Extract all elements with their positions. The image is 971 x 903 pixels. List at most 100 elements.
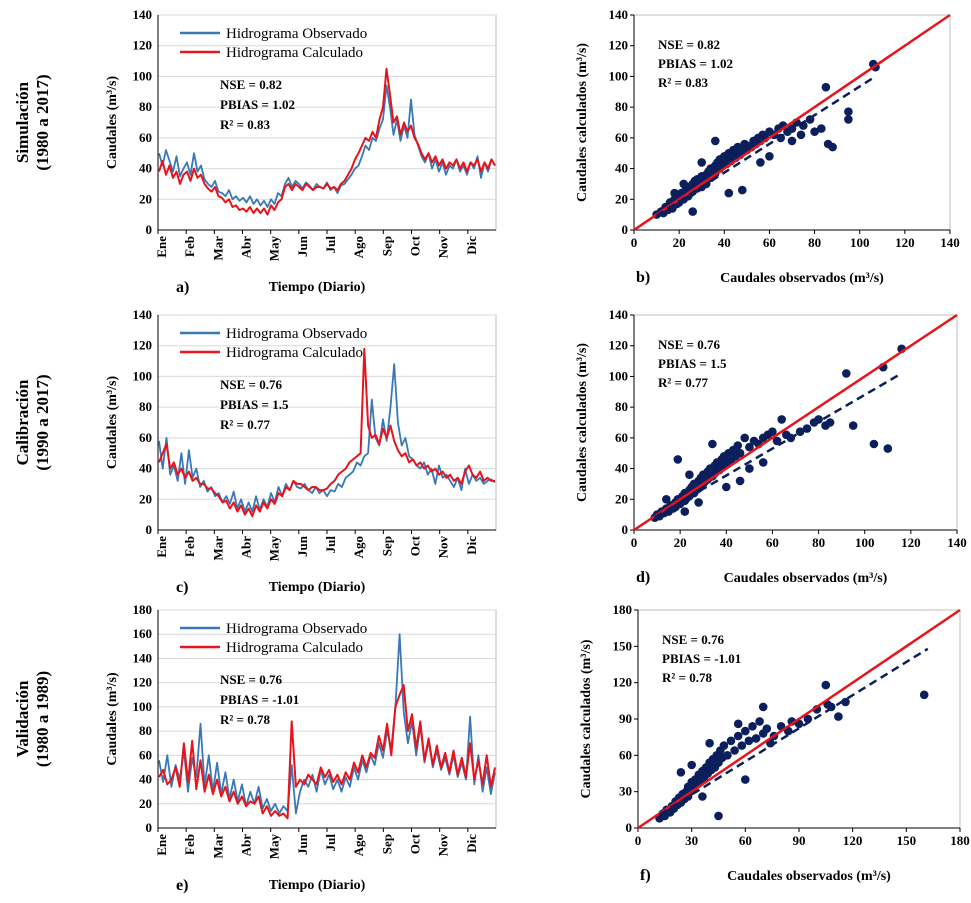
data-point — [756, 158, 765, 167]
y-axis-label: Caudales calculados (m³/s) — [575, 43, 590, 202]
data-point — [772, 436, 782, 446]
y-tick-label: 100 — [609, 68, 629, 83]
scatter-panel: 00 30 30 60 60 90 90 120 120 150 150 180 180 NSE = 0.… — [579, 602, 970, 884]
y-axis-label-group: Caudales (m³/s) — [105, 672, 120, 766]
x-tick-label: 40 — [718, 235, 731, 250]
x-tick-label-group: Oct — [408, 535, 423, 556]
data-point — [679, 179, 688, 189]
y-tick-label: 80 — [615, 99, 628, 114]
scatter-panel: 00 20 20 40 40 60 60 80 80 100 100 120 120 140 140 NSE … — [575, 7, 960, 286]
identity-line — [637, 608, 961, 830]
panel-tag: b) — [636, 269, 650, 286]
x-tick-label-group: Mar — [210, 236, 225, 261]
y-tick-label: 100 — [609, 368, 629, 383]
legend-label: Hidrograma Observado — [226, 26, 367, 42]
y-tick-label: 20 — [139, 491, 152, 506]
y-tick-label: 40 — [615, 461, 628, 476]
x-tick-label: Jul — [323, 236, 338, 254]
stat-label: R² = 0.77 — [658, 375, 708, 390]
x-tick-label: 60 — [766, 535, 779, 550]
data-point — [670, 188, 679, 198]
x-tick-label: Sep — [379, 236, 394, 256]
data-point — [848, 421, 858, 430]
hydrograph-panel: 0 20 40 60 80 100 120 140 160 180 Ene Feb Mar Abr May J… — [105, 602, 497, 894]
x-tick-label-group: Jun — [295, 235, 310, 257]
data-point — [919, 690, 929, 700]
y-axis-label-group: Caudales calculados (m³/s) — [579, 639, 594, 798]
x-tick-label: Jun — [295, 535, 310, 557]
legend-label: Hidrograma Calculado — [226, 640, 363, 656]
y-tick-label: 120 — [609, 338, 629, 353]
data-point — [730, 746, 739, 755]
x-axis-label: Caudales observados (m³/s) — [720, 271, 884, 286]
y-tick-label: 20 — [615, 191, 628, 206]
x-axis-label: Tiempo (Diario) — [269, 280, 366, 295]
y-tick-label: 40 — [615, 161, 628, 176]
data-point — [724, 188, 734, 198]
y-tick-label: 180 — [613, 602, 633, 617]
calculated-series-line — [158, 67, 496, 216]
y-tick-label: 20 — [139, 191, 152, 206]
x-axis-label: Tiempo (Diario) — [269, 580, 366, 595]
y-axis-label-group: Caudales calculados (m³/s) — [575, 343, 590, 502]
y-tick-label: 90 — [619, 711, 632, 726]
panels: 0 20 40 60 80 100 120 140 Ene Feb Mar Abr May Jun Jul A… — [105, 7, 970, 894]
stat-label: NSE = 0.76 — [220, 377, 282, 392]
data-point — [733, 441, 743, 450]
panel-tag: e) — [176, 877, 188, 894]
panel-tag: c) — [176, 579, 188, 596]
row-label-line2: (1980 a 1989) — [33, 671, 52, 767]
data-point — [821, 82, 831, 92]
x-tick-label-group: Ene — [154, 536, 169, 558]
stat-label: PBIAS = -1.01 — [220, 692, 299, 707]
y-tick-label: 40 — [139, 772, 152, 787]
x-tick-label: 120 — [843, 833, 863, 848]
stat-label: PBIAS = 1.02 — [658, 56, 733, 71]
y-tick-label: 80 — [139, 99, 152, 114]
x-tick-label: 0 — [631, 235, 638, 250]
row-label-line1: Simulación — [13, 81, 32, 163]
data-point — [733, 731, 743, 741]
x-tick-label-group: Sep — [379, 236, 394, 256]
x-tick-label: Abr — [239, 536, 254, 559]
data-point — [821, 680, 831, 690]
row-label: Simulación (1980 a 2017) — [13, 74, 52, 170]
x-tick-label: 100 — [850, 235, 870, 250]
stat-label: R² = 0.83 — [220, 117, 270, 132]
x-tick-label: Jul — [323, 834, 338, 852]
stat-label: NSE = 0.76 — [662, 632, 724, 647]
data-point — [726, 736, 736, 746]
x-tick-label: Ene — [154, 236, 169, 258]
x-tick-label: Ago — [351, 834, 366, 856]
x-tick-label-group: Oct — [408, 235, 423, 256]
y-axis-label-group: Caudales calculados (m³/s) — [575, 43, 590, 202]
stat-label: R² = 0.77 — [220, 417, 270, 432]
x-tick-label: Sep — [379, 536, 394, 556]
data-point — [795, 427, 805, 437]
y-tick-label: 0 — [146, 522, 153, 537]
data-point — [869, 439, 879, 449]
data-point — [817, 124, 826, 133]
identity-line — [633, 13, 951, 232]
data-point — [745, 464, 754, 473]
x-tick-label-group: Dic — [464, 834, 479, 853]
y-tick-label: 0 — [622, 222, 629, 237]
data-point — [787, 136, 797, 146]
x-tick-label: Ene — [154, 834, 169, 856]
x-tick-label: Oct — [408, 235, 423, 256]
x-tick-label-group: Jun — [295, 833, 310, 855]
x-tick-label-group: Feb — [182, 236, 197, 257]
x-tick-label-group: May — [267, 834, 282, 860]
y-tick-label: 80 — [139, 723, 152, 738]
x-tick-label: May — [267, 236, 282, 262]
x-tick-label-group: Sep — [379, 834, 394, 854]
x-tick-label: Nov — [436, 834, 451, 857]
row-label: Calibración (1990 a 2017) — [13, 374, 52, 470]
data-point — [694, 498, 703, 507]
data-point — [737, 741, 747, 750]
y-tick-label: 160 — [133, 626, 153, 641]
y-tick-label: 120 — [133, 675, 153, 690]
data-point — [740, 433, 749, 443]
y-tick-label: 0 — [622, 522, 629, 537]
